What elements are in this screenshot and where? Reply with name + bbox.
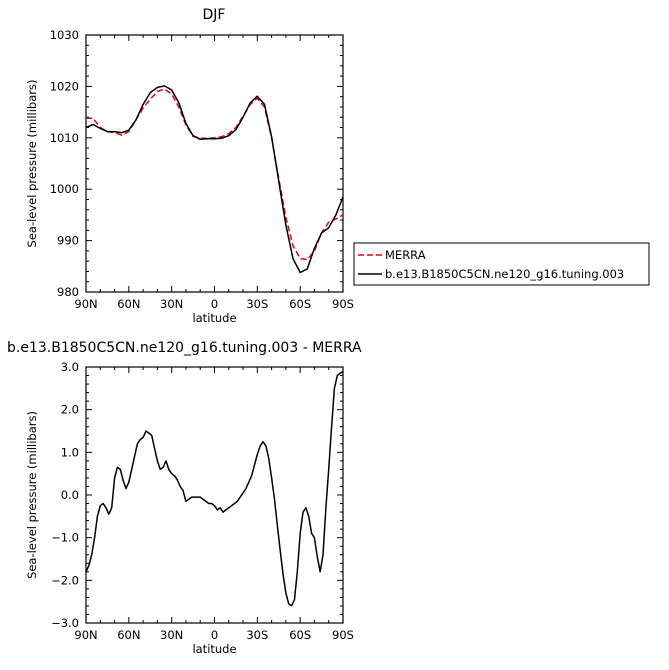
y-tick-label: 1030: [50, 28, 79, 42]
series-line-1: [85, 370, 344, 607]
y-tick-label: −1.0: [51, 531, 79, 545]
plot-frame: [85, 366, 344, 624]
y-tick-label: 1020: [50, 79, 79, 93]
y-tick-label: 0.0: [61, 488, 79, 502]
x-axis-label: latitude: [192, 311, 236, 325]
legend-entry: b.e13.B1850C5CN.ne120_g16.tuning.003: [385, 267, 624, 281]
x-tick-label: 90S: [332, 297, 354, 311]
chart-2: b.e13.B1850C5CN.ne120_g16.tuning.003 - M…: [7, 340, 362, 656]
chart-title: b.e13.B1850C5CN.ne120_g16.tuning.003 - M…: [7, 340, 362, 356]
x-tick-label: 0: [211, 297, 218, 311]
x-tick-label: 30S: [246, 297, 268, 311]
y-tick-label: −3.0: [51, 616, 79, 630]
y-tick-label: −2.0: [51, 573, 79, 587]
series-line-1: [86, 88, 344, 261]
legend-box: [353, 242, 650, 286]
y-tick-label: 3.0: [61, 360, 79, 374]
y-axis-label: Sea-level pressure (millibars): [25, 411, 39, 579]
x-tick-label: 90S: [332, 628, 354, 642]
plot-frame: [85, 34, 344, 293]
y-tick-label: 1000: [50, 182, 79, 196]
y-tick-label: 980: [57, 285, 79, 299]
x-tick-label: 90N: [74, 628, 97, 642]
x-tick-label: 90N: [74, 297, 97, 311]
legend: MERRA b.e13.B1850C5CN.ne120_g16.tuning.00…: [353, 242, 650, 286]
y-tick-label: 990: [57, 234, 79, 248]
y-tick-label: 2.0: [61, 403, 79, 417]
x-tick-label: 60N: [117, 628, 140, 642]
series-line-2: [85, 85, 344, 274]
x-tick-label: 0: [211, 628, 218, 642]
x-tick-label: 60S: [289, 628, 311, 642]
chart-title: DJF: [203, 7, 226, 23]
y-tick-label: 1010: [50, 131, 79, 145]
x-tick-label: 30N: [160, 297, 183, 311]
x-axis-label: latitude: [192, 642, 236, 656]
x-tick-label: 30N: [160, 628, 183, 642]
y-tick-label: 1.0: [61, 445, 79, 459]
x-tick-label: 30S: [246, 628, 268, 642]
x-tick-label: 60S: [289, 297, 311, 311]
chart-1: DJF 90N 60N 30N 0 30S 60S 90S 980 990 1000 1010 1020…: [25, 7, 650, 325]
legend-entry: MERRA: [385, 248, 426, 262]
x-tick-label: 60N: [117, 297, 140, 311]
y-axis-label: Sea-level pressure (millibars): [25, 80, 39, 248]
